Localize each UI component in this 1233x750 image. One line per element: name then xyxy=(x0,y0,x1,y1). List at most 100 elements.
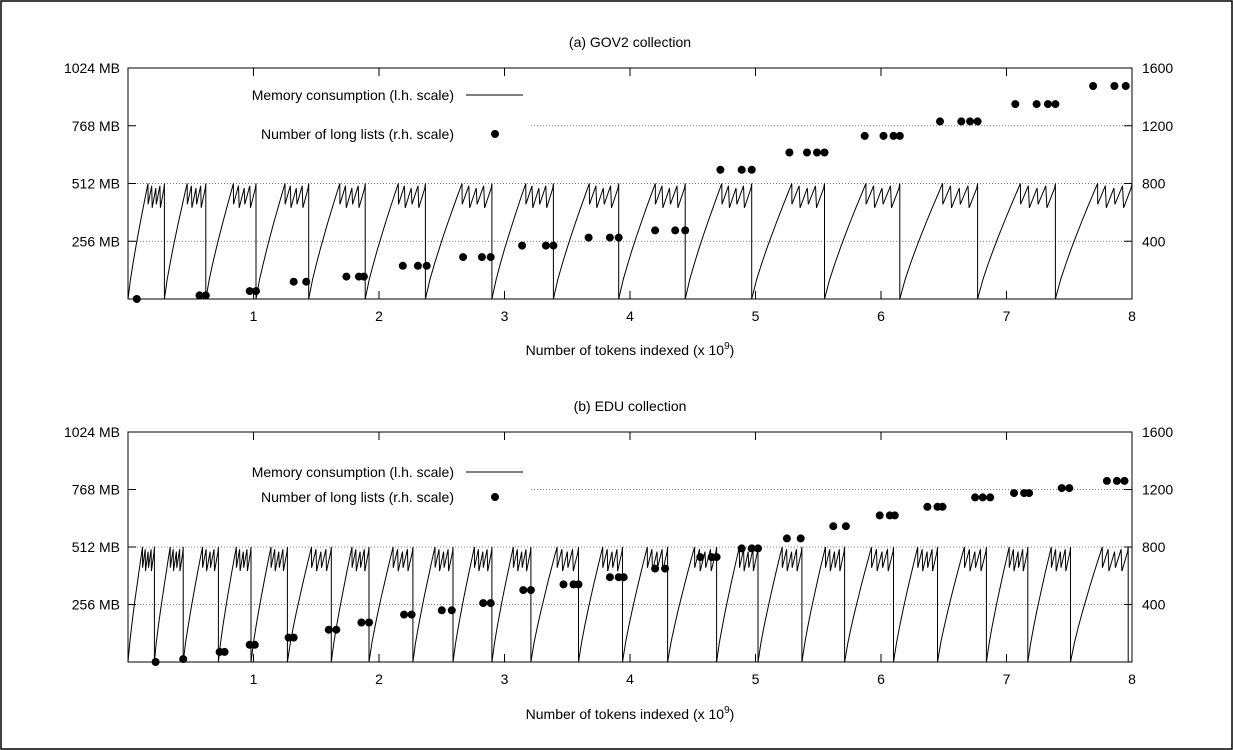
memory-cycle-line xyxy=(286,546,332,663)
x-tick-label: 8 xyxy=(1128,671,1136,687)
panel-a-x-axis-label-main: Number of tokens indexed (x 10 xyxy=(526,342,725,358)
panel-a-gridlines xyxy=(128,125,1132,242)
x-tick-label: 5 xyxy=(752,671,760,687)
long-lists-point xyxy=(605,233,614,242)
x-tick-label: 8 xyxy=(1128,308,1136,324)
left-tick-label: 256 MB xyxy=(72,233,120,249)
long-lists-point xyxy=(936,117,944,126)
long-lists-point xyxy=(407,610,416,619)
right-tick-label: 400 xyxy=(1142,597,1166,613)
long-lists-point xyxy=(841,522,850,531)
panel-b-legend-lists-swatch xyxy=(491,493,499,501)
left-tick-label: 512 MB xyxy=(72,176,120,192)
long-lists-point xyxy=(605,573,614,582)
long-lists-point xyxy=(661,564,670,573)
long-lists-point xyxy=(447,606,456,615)
long-lists-point xyxy=(737,165,746,174)
panel-a-right-ticks: 400 800 1200 1600 xyxy=(1124,60,1173,249)
long-lists-point xyxy=(1102,476,1111,485)
memory-cycle-line xyxy=(684,183,753,300)
memory-cycle-line xyxy=(937,546,987,663)
long-lists-point xyxy=(782,534,791,543)
long-lists-point xyxy=(785,148,794,157)
panel-a: (a) GOV2 collection 256 MB 512 MB 768 MB 10… xyxy=(64,34,1173,358)
panel-a-x-axis-label-exponent: 9 xyxy=(724,341,730,352)
long-lists-point xyxy=(324,625,333,634)
panel-a-left-ticks: 256 MB 512 MB 768 MB 1024 MB xyxy=(64,60,136,249)
panel-b-long-list-points xyxy=(151,476,1129,666)
left-tick-label: 512 MB xyxy=(72,539,120,555)
long-lists-point xyxy=(860,131,869,140)
memory-cycle-line xyxy=(364,183,426,300)
long-lists-point xyxy=(584,233,593,242)
panel-a-x-axis-label-suffix: ) xyxy=(730,342,735,358)
memory-cycle-line xyxy=(844,546,894,663)
long-lists-point xyxy=(357,618,366,627)
left-tick-label: 768 MB xyxy=(72,482,120,498)
memory-cycle-line xyxy=(578,546,623,663)
memory-cycle-line xyxy=(751,183,825,300)
long-lists-point xyxy=(437,606,446,615)
x-tick-label: 2 xyxy=(375,671,383,687)
memory-cycle-line xyxy=(1070,546,1129,663)
long-lists-point xyxy=(889,131,898,140)
long-lists-point xyxy=(966,117,975,126)
long-lists-point xyxy=(671,226,680,235)
memory-cycle-line xyxy=(618,183,686,300)
long-lists-point xyxy=(332,625,341,634)
long-lists-point xyxy=(289,277,298,286)
x-tick-label: 7 xyxy=(1003,671,1011,687)
memory-cycle-line xyxy=(985,546,1029,663)
panel-b-x-ticks: 1 2 3 4 5 6 7 8 xyxy=(250,432,1136,687)
right-tick-label: 1200 xyxy=(1142,482,1173,498)
long-lists-point xyxy=(973,117,982,126)
long-lists-point xyxy=(365,618,373,627)
long-lists-point xyxy=(747,544,756,553)
long-lists-point xyxy=(220,647,229,656)
long-lists-point xyxy=(289,633,298,642)
long-lists-point xyxy=(400,610,409,619)
panel-a-memory-lines xyxy=(127,183,1133,300)
long-lists-point xyxy=(574,580,583,589)
long-lists-point xyxy=(477,253,486,262)
memory-cycle-line xyxy=(1054,183,1133,300)
long-lists-point xyxy=(803,148,811,157)
long-lists-point xyxy=(923,502,932,511)
long-lists-point xyxy=(195,291,204,300)
long-lists-point xyxy=(302,277,311,286)
panel-b-legend-memory-label: Memory consumption (l.h. scale) xyxy=(252,464,454,480)
x-tick-label: 7 xyxy=(1003,308,1011,324)
long-lists-point xyxy=(1065,484,1074,493)
memory-cycle-line xyxy=(977,183,1056,300)
memory-cycle-line xyxy=(824,183,901,300)
memory-cycle-line xyxy=(250,546,288,663)
long-lists-point xyxy=(549,241,558,250)
left-tick-label: 256 MB xyxy=(72,597,120,613)
long-lists-point xyxy=(1010,489,1018,498)
right-tick-label: 800 xyxy=(1142,176,1166,192)
x-tick-label: 6 xyxy=(877,308,885,324)
long-lists-point xyxy=(1043,100,1052,109)
right-tick-label: 800 xyxy=(1142,539,1166,555)
x-tick-label: 3 xyxy=(501,308,509,324)
panel-b-left-ticks: 256 MB 512 MB 768 MB 1024 MB xyxy=(64,424,136,613)
long-lists-point xyxy=(201,291,210,300)
long-lists-point xyxy=(422,261,431,270)
long-lists-point xyxy=(978,493,987,502)
memory-cycle-line xyxy=(1027,546,1071,663)
long-lists-point xyxy=(829,522,838,531)
long-lists-point xyxy=(342,272,351,281)
long-lists-point xyxy=(398,261,407,270)
long-lists-point xyxy=(716,165,725,174)
long-lists-point xyxy=(754,544,762,553)
long-lists-point xyxy=(879,131,888,140)
long-lists-point xyxy=(820,148,829,157)
memory-cycle-line xyxy=(163,183,207,300)
left-tick-label: 1024 MB xyxy=(64,60,120,76)
long-lists-point xyxy=(614,233,623,242)
memory-cycle-line xyxy=(205,183,257,300)
memory-cycle-line xyxy=(757,546,803,663)
panel-b-right-ticks: 400 800 1200 1600 xyxy=(1124,424,1173,613)
